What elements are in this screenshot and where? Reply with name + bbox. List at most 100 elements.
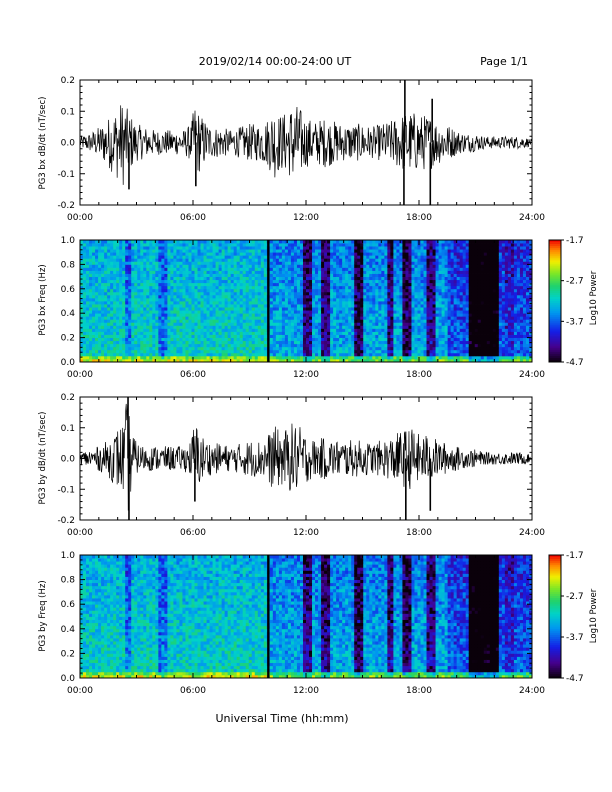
spectrogram-cell [167,297,171,302]
spectrogram-cell [366,291,370,296]
spectrogram-cell [104,328,108,332]
spectrogram-cell [327,264,331,268]
spectrogram-cell [324,316,328,320]
spectrogram-cell [86,243,90,247]
spectrogram-cell [387,322,391,326]
spectrogram-cell [438,355,442,360]
spectrogram-cell [257,301,262,305]
spectrogram-cell [182,291,186,296]
spectrogram-cell [80,319,84,323]
spectrogram-cell [113,264,117,268]
spectrogram-cell [345,352,349,357]
spectrogram-cell [429,358,433,363]
spectrogram-cell [390,282,394,287]
spectrogram-cell [170,261,174,265]
spectrogram-cell [432,307,436,311]
spectrogram-cell [351,267,355,271]
spectrogram-cell [263,294,268,299]
spectrogram-cell [399,358,403,363]
spectrogram-cell [197,313,201,317]
spectrogram-cell [402,270,406,274]
spectrogram-cell [402,279,406,284]
spectrogram-cell [360,313,364,317]
spectrogram-cell [309,285,313,290]
spectrogram-cell [402,282,406,287]
spectrogram-cell [188,267,192,271]
spectrogram-cell [390,243,394,247]
spectrogram-cell [281,319,286,323]
spectrogram-cell [357,240,361,244]
spectrogram-cell [185,322,189,326]
spectrogram-cell [224,261,229,265]
spectrogram-cell [269,301,274,305]
spectrogram-cell [146,267,150,271]
spectrogram-cell [122,316,126,320]
spectrogram-cell [290,267,295,271]
spectrogram-cell [408,331,412,335]
spectrogram-cell [116,264,120,268]
spectrogram-cell [167,349,171,354]
spectrogram-cell [218,301,223,305]
spectrogram-cell [302,352,307,357]
spectrogram-cell [188,291,192,296]
spectrogram-cell [324,279,328,284]
spectrogram-cell [86,264,90,268]
spectrogram-cell [218,322,223,326]
spectrogram-cell [417,246,421,250]
spectrogram-cell [89,261,93,265]
spectrogram-cell [402,358,406,363]
spectrogram-cell [429,261,433,265]
spectrogram-cell [125,355,129,360]
spectrogram-cell [230,310,235,314]
spectrogram-cell [411,246,415,250]
spectrogram-cell [107,349,111,354]
spectrogram-cell [233,282,238,287]
spectrogram-cell [149,258,153,262]
spectrogram-cell [426,313,430,317]
spectrogram-cell [302,301,307,305]
spectrogram-cell [357,294,361,299]
spectrogram-cell [414,243,418,247]
spectrogram-cell [206,273,210,277]
spectrogram-cell [369,358,373,363]
spectrogram-cell [149,255,153,259]
spectrogram-cell [176,301,180,305]
spectrogram-cell [170,255,174,259]
spectrogram-cell [155,246,159,250]
spectrogram-cell [444,310,449,314]
spectrogram-cell [309,291,313,296]
spectrogram-cell [312,294,316,299]
spectrogram-cell [116,249,120,253]
spectrogram-cell [381,346,385,351]
spectrogram-cell [333,310,337,314]
spectrogram-cell [426,346,430,351]
spectrogram-cell [113,358,117,363]
spectrogram-cell [324,313,328,317]
spectrogram-cell [306,346,310,351]
spectrogram-cell [321,291,325,296]
spectrogram-cell [230,346,235,351]
y-tick-label-0-1: 0.1 [61,107,75,117]
spectrogram-cell [209,334,213,338]
spectrogram-cell [215,343,220,348]
spectrogram-cell [357,276,361,281]
spectrogram-cell [278,258,283,262]
spectrogram-cell [342,258,346,262]
spectrogram-cell [80,258,84,262]
spectrogram-cell [149,279,153,284]
spectrogram-cell [290,352,295,357]
spectrogram-cell [194,249,198,253]
spectrogram-cell [143,304,147,308]
spectrogram-cell [161,285,165,290]
spectrogram-cell [263,325,268,329]
spectrogram-cell [378,252,382,256]
spectrogram-cell [140,261,144,265]
spectrogram-cell [309,282,313,287]
spectrogram-cell [348,279,352,284]
spectrogram-cell [390,255,394,259]
spectrogram-cell [122,261,126,265]
spectrogram-cell [179,294,183,299]
spectrogram-cell [330,313,334,317]
spectrogram-cell [327,273,331,277]
spectrogram-cell [348,249,352,253]
